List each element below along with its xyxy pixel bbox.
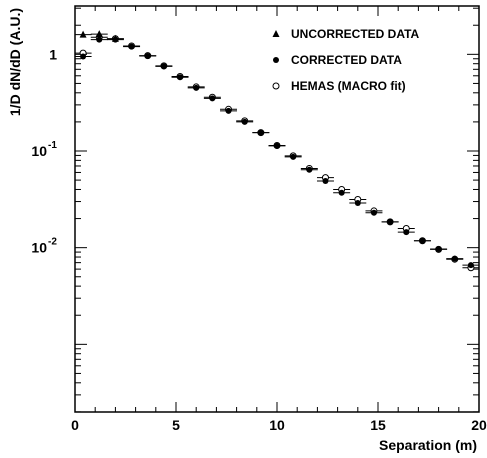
- data-point: [144, 53, 151, 60]
- data-points: [74, 30, 480, 272]
- data-point: [387, 218, 394, 225]
- data-point: [209, 95, 216, 102]
- data-point: [451, 255, 458, 262]
- data-point: [128, 43, 135, 50]
- data-point: [274, 142, 280, 149]
- y-tick-label: 10: [31, 143, 47, 159]
- data-point: [111, 34, 119, 42]
- data-point: [435, 245, 442, 252]
- data-point: [467, 262, 474, 269]
- legend-marker: [272, 30, 280, 37]
- data-point: [338, 189, 345, 196]
- x-tick-label: 0: [71, 417, 79, 433]
- data-point: [370, 209, 377, 216]
- data-point: [241, 118, 248, 125]
- y-axis-label: 1/D dN/dD (A.U.): [7, 8, 23, 116]
- data-point: [160, 63, 167, 70]
- y-tick-label: 1: [49, 46, 57, 62]
- data-point: [354, 199, 361, 206]
- legend-marker: [272, 82, 280, 90]
- data-point: [306, 166, 313, 173]
- data-point: [403, 229, 410, 236]
- x-tick-label: 20: [471, 417, 487, 433]
- legend: UNCORRECTED DATA CORRECTED DATA HEMAS (MAC…: [272, 27, 420, 93]
- data-point: [225, 107, 232, 114]
- x-tick-label: 5: [172, 417, 180, 433]
- plot-frame: [74, 5, 480, 413]
- x-tick-label: 10: [269, 417, 285, 433]
- y-tick-label: 10: [31, 240, 47, 256]
- data-point: [290, 153, 297, 160]
- data-point: [257, 129, 264, 136]
- data-point: [419, 237, 426, 244]
- y-tick-exponent: -1: [48, 140, 57, 151]
- legend-marker: [273, 57, 279, 63]
- data-point: [193, 84, 200, 91]
- data-point: [177, 74, 184, 81]
- legend-label: CORRECTED DATA: [291, 53, 402, 67]
- data-point: [322, 177, 329, 184]
- data-point: [95, 30, 103, 38]
- legend-label: UNCORRECTED DATA: [291, 27, 420, 41]
- data-point: [80, 53, 87, 60]
- x-axis-label: Separation (m): [379, 437, 477, 453]
- data-point: [96, 36, 103, 43]
- y-tick-exponent: -2: [48, 237, 57, 248]
- data-point: [79, 30, 87, 38]
- legend-label: HEMAS (MACRO fit): [291, 79, 406, 93]
- x-tick-label: 15: [370, 417, 386, 433]
